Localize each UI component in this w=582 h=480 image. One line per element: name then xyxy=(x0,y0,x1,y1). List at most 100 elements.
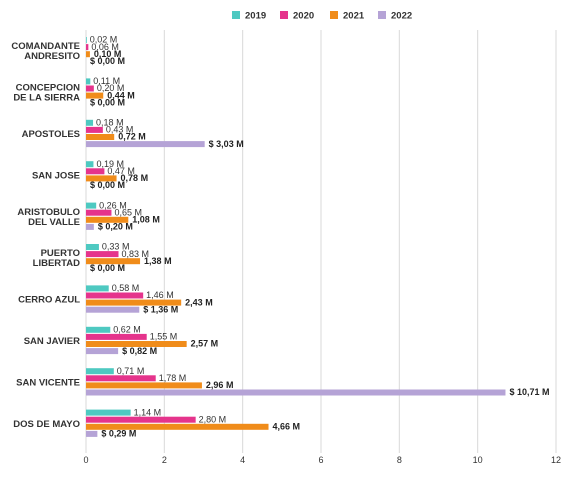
bar-2020-5 xyxy=(86,251,119,258)
data-label-2022-3: $ 0,00 M xyxy=(90,180,125,190)
category-label-line: DE LA SIERRA xyxy=(13,93,80,104)
legend-label-2019: 2019 xyxy=(245,11,266,22)
bar-2019-4 xyxy=(86,202,97,209)
data-label-2022-4: $ 0,20 M xyxy=(98,222,133,232)
bar-2021-9 xyxy=(86,423,269,430)
bar-2021-2 xyxy=(86,134,115,140)
bar-2020-6 xyxy=(86,292,144,299)
data-label-2021-3: 0,78 M xyxy=(121,173,149,183)
data-label-2019-4: 0,26 M xyxy=(99,200,127,210)
category-label-line: APOSTOLES xyxy=(22,129,80,140)
category-label-3: SAN JOSE xyxy=(32,170,80,181)
data-label-2020-5: 0,83 M xyxy=(122,249,150,259)
legend-label-2022: 2022 xyxy=(391,11,412,22)
bar-2019-9 xyxy=(86,409,131,416)
category-label-line: PUERTO xyxy=(41,248,80,259)
data-label-2022-0: $ 0,00 M xyxy=(90,56,125,66)
bar-2021-6 xyxy=(86,299,182,306)
grid-lines xyxy=(85,30,557,453)
data-label-2020-8: 1,78 M xyxy=(159,373,187,383)
legend-swatch-2022 xyxy=(378,11,386,19)
legend-swatch-2019 xyxy=(232,11,240,19)
bar-2020-3 xyxy=(86,168,105,175)
legend-label-2021: 2021 xyxy=(343,11,365,22)
category-label-line: ANDRESITO xyxy=(24,51,80,62)
data-label-2019-6: 0,58 M xyxy=(112,283,140,293)
data-label-2019-3: 0,19 M xyxy=(96,159,124,169)
category-label-9: DOS DE MAYO xyxy=(13,419,80,430)
bar-2022-4 xyxy=(86,223,94,230)
bar-2020-4 xyxy=(86,209,112,216)
bar-2020-1 xyxy=(86,85,94,92)
data-label-2020-9: 2,80 M xyxy=(199,414,227,424)
legend: 2019 2020 2021 2022 xyxy=(232,11,412,22)
category-labels: COMANDANTE ANDRESITO CONCEPCION DE LA SIERR… xyxy=(11,41,80,430)
bar-2021-4 xyxy=(86,216,129,223)
data-label-2019-2: 0,18 M xyxy=(96,118,124,128)
bar-2021-0 xyxy=(86,51,90,58)
category-label-line: ARISTOBULO xyxy=(17,207,80,218)
data-label-2021-9: 4,66 M xyxy=(273,422,301,432)
x-tick-label-6: 12 xyxy=(551,455,561,465)
category-label-line: COMANDANTE xyxy=(11,41,80,52)
data-label-2021-8: 2,96 M xyxy=(206,380,234,390)
category-label-7: SAN JAVIER xyxy=(24,336,80,347)
data-label-2022-2: $ 3,03 M xyxy=(209,139,244,149)
legend-label-2020: 2020 xyxy=(293,11,314,22)
bar-2022-2 xyxy=(86,141,205,148)
data-labels-layer: 0,02 M 0,11 M 0,18 M 0,19 M 0,26 M 0,33 M 0,58… xyxy=(90,35,550,439)
x-tick-label-1: 2 xyxy=(162,455,167,465)
category-label-5: PUERTO LIBERTAD xyxy=(33,248,80,269)
category-label-line: CONCEPCION xyxy=(16,83,81,94)
x-tick-label-5: 10 xyxy=(473,455,483,465)
bar-2019-0 xyxy=(86,37,87,43)
bar-2020-2 xyxy=(86,126,103,133)
bar-2021-3 xyxy=(86,175,117,182)
bar-2021-1 xyxy=(86,92,104,99)
data-label-2021-4: 1,08 M xyxy=(132,215,160,225)
data-label-2022-9: $ 0,29 M xyxy=(101,429,136,439)
bar-2019-5 xyxy=(86,244,99,250)
category-label-6: CERRO AZUL xyxy=(18,295,80,306)
data-label-2019-0: 0,02 M xyxy=(90,35,118,45)
x-tick-label-4: 8 xyxy=(397,455,402,465)
bar-2021-8 xyxy=(86,382,202,389)
x-tick-label-3: 6 xyxy=(318,455,323,465)
category-label-line: SAN VICENTE xyxy=(16,377,80,388)
data-label-2022-6: $ 1,36 M xyxy=(143,304,178,314)
bar-2021-7 xyxy=(86,341,187,347)
data-label-2020-2: 0,43 M xyxy=(106,125,134,135)
category-label-4: ARISTOBULO DEL VALLE xyxy=(17,207,80,228)
bar-2022-7 xyxy=(86,348,119,355)
category-label-1: CONCEPCION DE LA SIERRA xyxy=(13,83,80,104)
bar-2020-0 xyxy=(86,44,89,51)
data-label-2019-7: 0,62 M xyxy=(113,325,141,335)
data-label-2020-1: 0,20 M xyxy=(97,83,125,93)
data-label-2019-5: 0,33 M xyxy=(102,242,130,252)
data-label-2019-9: 1,14 M xyxy=(134,407,162,417)
data-label-2020-4: 0,65 M xyxy=(114,207,142,217)
bars-layer xyxy=(86,37,506,437)
category-label-line: LIBERTAD xyxy=(33,258,80,269)
data-label-2020-6: 1,46 M xyxy=(146,290,174,300)
bar-2019-6 xyxy=(86,285,109,292)
category-label-line: SAN JAVIER xyxy=(24,336,80,347)
bar-2022-8 xyxy=(86,389,506,396)
data-label-2022-7: $ 0,82 M xyxy=(122,346,157,356)
bar-2020-9 xyxy=(86,416,196,423)
bar-2019-3 xyxy=(86,161,94,168)
x-axis-ticks: 0 2 4 6 8 10 12 xyxy=(83,455,561,465)
data-label-2022-5: $ 0,00 M xyxy=(90,263,125,273)
category-label-line: DOS DE MAYO xyxy=(13,419,80,430)
legend-swatch-2021 xyxy=(330,11,338,19)
bar-2019-1 xyxy=(86,78,91,85)
x-tick-label-0: 0 xyxy=(83,455,88,465)
data-label-2022-1: $ 0,00 M xyxy=(90,97,125,107)
data-label-2021-1: 0,44 M xyxy=(107,90,135,100)
data-label-2020-3: 0,47 M xyxy=(107,166,135,176)
data-label-2022-8: $ 10,71 M xyxy=(509,387,549,397)
bar-2019-8 xyxy=(86,368,114,375)
data-label-2020-7: 1,55 M xyxy=(150,332,178,342)
bar-2022-6 xyxy=(86,306,140,313)
